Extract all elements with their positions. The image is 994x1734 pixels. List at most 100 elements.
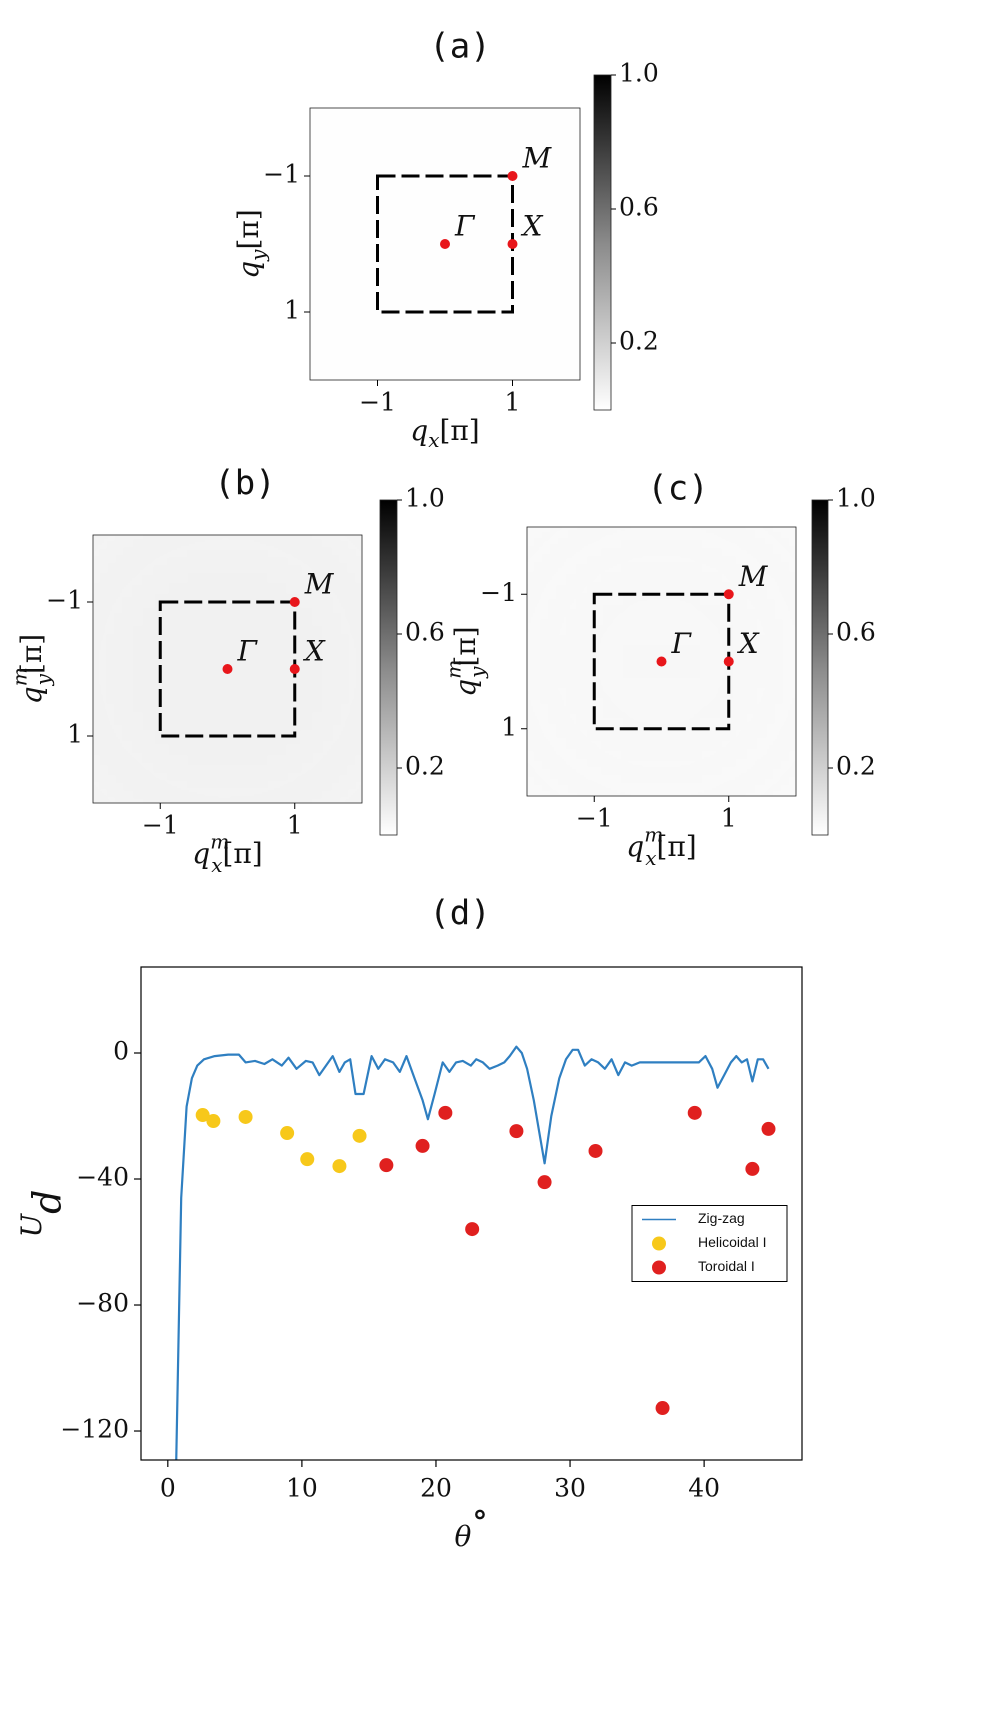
scatter-point [465, 1222, 480, 1237]
colorbar [379, 499, 398, 836]
colorbar-tick-label: 0.6 [836, 618, 876, 647]
panel-title: (a) [429, 27, 490, 67]
scatter-point [588, 1143, 603, 1158]
scatter-point [379, 1158, 394, 1173]
colorbar-tick-label: 0.6 [619, 193, 659, 222]
x-axis-label-main: q [192, 837, 210, 870]
legend-label: Toroidal I [698, 1258, 755, 1274]
y-axis-label-sub: y [30, 673, 54, 686]
legend: Zig-zag Helicoidal I Toroidal I [631, 1205, 788, 1282]
point-label: M [738, 560, 769, 593]
x-axis-label: θ∘ [454, 1494, 488, 1553]
heatmap-frame [92, 534, 363, 804]
series-line [175, 1045, 770, 1460]
y-axis-label-main: q [15, 686, 48, 704]
high-symmetry-point [656, 656, 667, 667]
colorbar-tick-label: 1.0 [836, 484, 876, 513]
legend-label: Helicoidal I [698, 1234, 766, 1250]
high-symmetry-point [507, 171, 518, 181]
point-label: Γ [454, 210, 476, 243]
x-tick-label: 20 [420, 1474, 452, 1503]
y-axis-label: qmy[π] [7, 634, 54, 704]
x-axis-label-main: q [626, 830, 644, 863]
heatmap-frame [526, 526, 797, 797]
x-axis-label: qm x[π] [626, 822, 696, 869]
y-tick-label: −1 [46, 586, 83, 615]
scatter-point [537, 1175, 552, 1190]
y-tick-label: −120 [60, 1415, 129, 1444]
point-label: X [521, 210, 544, 243]
scatter-point [300, 1152, 315, 1167]
colorbar-tick-label: 1.0 [619, 59, 659, 88]
colorbar-tick-label: 0.2 [619, 327, 659, 356]
x-tick-label: 0 [160, 1474, 176, 1503]
x-axis-label-tail: [π] [656, 830, 696, 863]
point-label: Γ [671, 627, 693, 660]
x-axis-label-sub: x [645, 845, 656, 869]
high-symmetry-point [222, 664, 233, 674]
scatter-point [655, 1401, 670, 1416]
x-tick-label: 1 [721, 804, 737, 833]
legend-swatch [652, 1236, 666, 1251]
scatter-point [745, 1161, 760, 1176]
point-label: M [304, 568, 335, 601]
scatter-point [687, 1105, 702, 1120]
y-axis-label-tail: [π] [15, 634, 48, 674]
x-tick-label: −1 [142, 811, 179, 840]
panel-title: (c) [647, 469, 708, 509]
scatter-point [509, 1124, 524, 1139]
x-axis-label: qm x[π] [192, 829, 262, 876]
y-tick-label: −80 [76, 1289, 129, 1318]
y-tick-label: 1 [284, 296, 300, 325]
colorbar-tick-label: 1.0 [405, 484, 445, 513]
y-axis-label: qy[π] [232, 209, 270, 279]
x-tick-label: 1 [287, 811, 303, 840]
y-tick-label: −40 [76, 1163, 129, 1192]
y-axis-label-tail: [π] [232, 209, 265, 249]
y-tick-label: 0 [113, 1036, 129, 1065]
x-axis-label-main: q [410, 414, 428, 447]
y-axis-label: qmy[π] [441, 626, 488, 696]
colorbar-tick-label: 0.6 [405, 618, 445, 647]
scatter-point [438, 1105, 453, 1120]
legend-label: Zig-zag [698, 1210, 745, 1226]
scatter-point [206, 1114, 221, 1129]
high-symmetry-point [723, 656, 734, 667]
panel-title: (d) [429, 894, 490, 934]
x-axis-label-main: θ [454, 1520, 471, 1553]
y-axis-label-sup: m [441, 660, 465, 679]
point-label: Γ [237, 635, 259, 668]
y-axis-label-sub: y [246, 249, 270, 262]
heatmap-frame [309, 107, 581, 381]
y-tick-label: −1 [480, 578, 517, 607]
y-axis-label-sup: m [7, 667, 31, 686]
colorbar [811, 499, 829, 836]
scatter-point [415, 1138, 430, 1153]
y-axis-label-main: q [449, 679, 482, 697]
legend-swatch [652, 1260, 666, 1275]
y-axis-label-main: q [232, 261, 265, 279]
scatter-point [761, 1121, 776, 1136]
point-label: M [522, 142, 553, 175]
point-label: X [737, 627, 760, 660]
x-tick-label: 1 [505, 388, 521, 417]
colorbar [593, 74, 612, 411]
x-axis-label-sup: ∘ [471, 1494, 488, 1534]
colorbar-tick-label: 0.2 [405, 752, 445, 781]
y-axis-label-sub: y [464, 666, 488, 679]
y-axis-label: Ud [15, 1190, 69, 1238]
high-symmetry-point [723, 589, 734, 600]
colorbar-tick-label: 0.2 [836, 752, 876, 781]
y-tick-label: −1 [263, 160, 300, 189]
plot-frame [140, 966, 803, 1461]
x-axis-label-tail: [π] [222, 837, 262, 870]
high-symmetry-point [289, 597, 300, 607]
plot-content [175, 1045, 776, 1460]
y-axis-label-main: U [15, 1212, 48, 1237]
y-tick-label: 1 [501, 712, 517, 741]
x-axis-label-sub: x [211, 852, 222, 876]
